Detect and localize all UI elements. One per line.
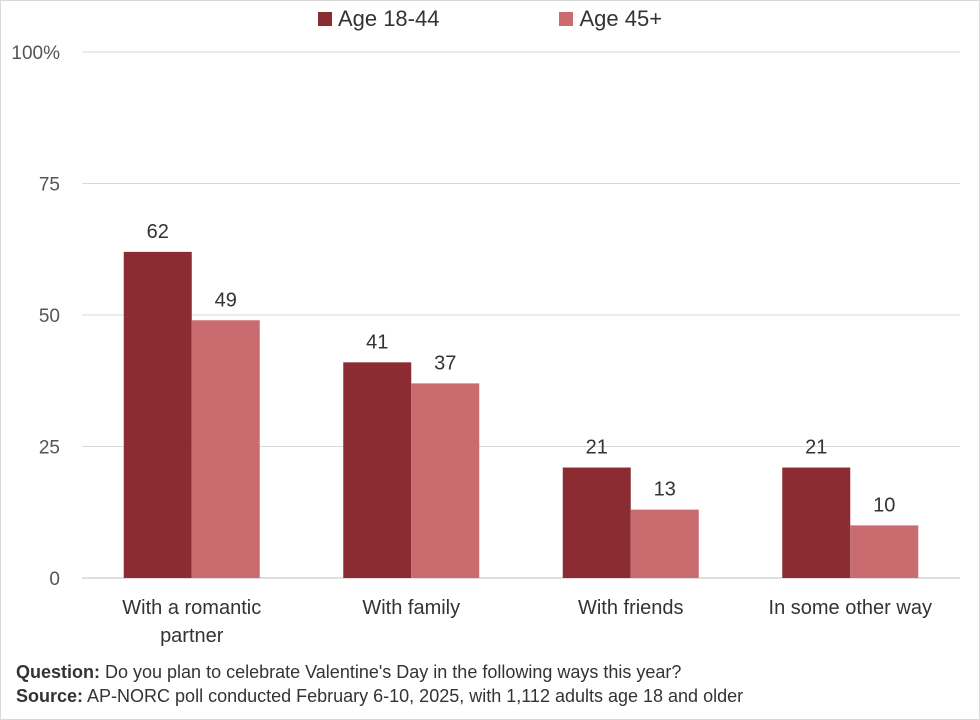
bar-s1-c1: [123, 251, 192, 578]
legend-label-series-2: Age 45+: [579, 6, 663, 31]
bar-s2-c1: [191, 320, 260, 578]
bar-s2-c2: [411, 383, 480, 578]
source-text: AP-NORC poll conducted February 6-10, 20…: [83, 686, 744, 706]
category-label-3: With friends: [578, 597, 684, 619]
data-label-s2-c1: 49: [215, 289, 237, 311]
source-line: Source: AP-NORC poll conducted February …: [16, 684, 743, 708]
bar-s1-c2: [343, 362, 412, 578]
category-label-2: With family: [362, 597, 460, 619]
question-label: Question:: [16, 662, 100, 682]
data-label-s2-c2: 37: [434, 352, 456, 374]
y-tick-label-50: 50: [39, 306, 60, 327]
bar-s1-c4: [782, 467, 851, 578]
data-label-s2-c4: 10: [873, 494, 895, 516]
question-text: Do you plan to celebrate Valentine's Day…: [100, 662, 682, 682]
legend: Age 18-44 Age 45+: [0, 6, 980, 32]
y-tick-label-75: 75: [39, 175, 60, 196]
legend-swatch-series-2: [559, 12, 574, 26]
y-tick-label-0: 0: [49, 569, 60, 590]
legend-label-series-1: Age 18-44: [337, 6, 440, 31]
bar-chart: 0 25 50 75 100% 62 49 With a romantic partner 41 3…: [11, 43, 960, 647]
data-label-s2-c3: 13: [654, 479, 676, 501]
legend-item-series-2: Age 45+: [559, 6, 662, 32]
source-label: Source:: [16, 686, 84, 706]
category-label-1-line-1: With a romantic: [122, 597, 261, 619]
y-tick-label-25: 25: [39, 438, 60, 459]
data-label-s1-c4: 21: [805, 437, 827, 459]
bar-s2-c4: [850, 525, 919, 578]
category-label-4: In some other way: [769, 597, 932, 619]
footnote: Question: Do you plan to celebrate Valen…: [16, 660, 743, 708]
bar-s1-c3: [562, 467, 631, 578]
data-label-s1-c3: 21: [586, 437, 608, 459]
data-label-s1-c1: 62: [147, 221, 169, 243]
bar-s2-c3: [630, 509, 699, 578]
data-label-s1-c2: 41: [366, 331, 388, 353]
legend-item-series-1: Age 18-44: [317, 6, 440, 32]
y-tick-label-100: 100%: [11, 43, 60, 64]
category-label-1-line-2: partner: [160, 625, 224, 647]
question-line: Question: Do you plan to celebrate Valen…: [16, 660, 743, 684]
legend-swatch-series-1: [317, 12, 332, 26]
